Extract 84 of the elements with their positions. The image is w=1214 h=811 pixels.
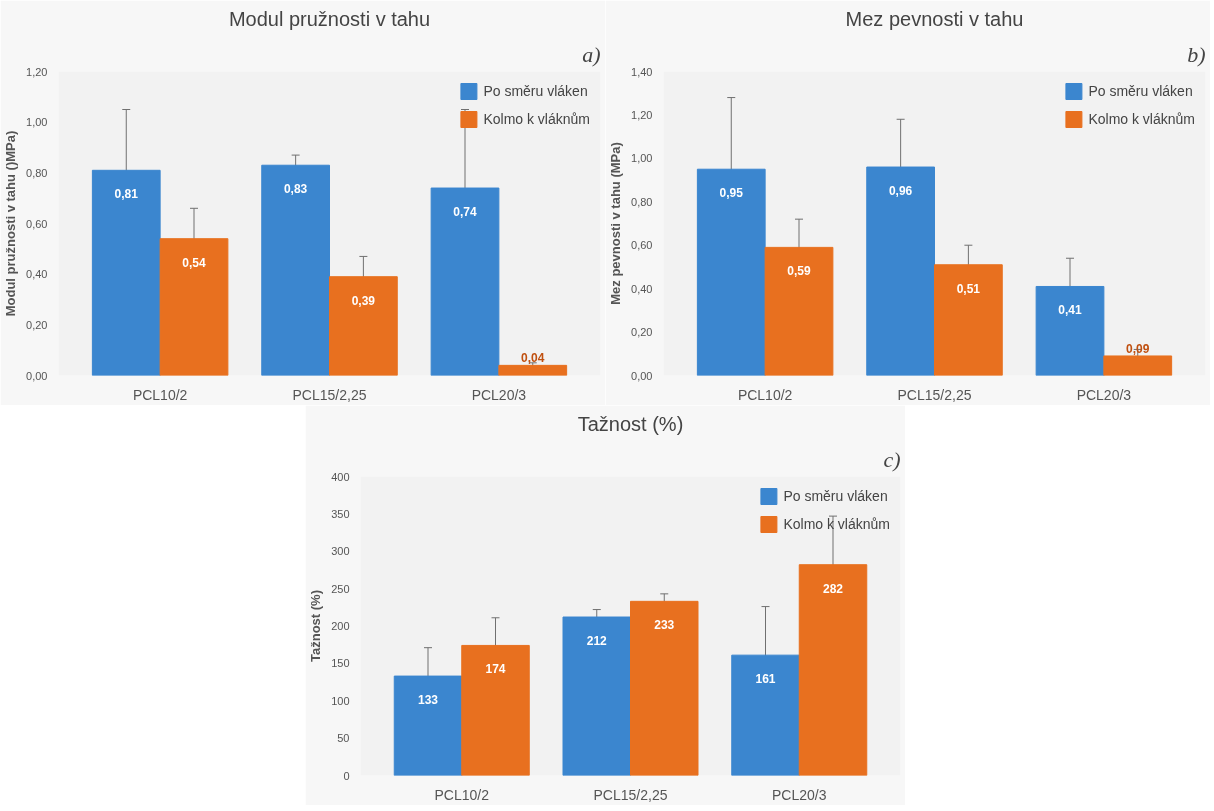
bar	[329, 276, 398, 376]
y-tick-label: 200	[331, 620, 350, 632]
bar	[731, 654, 800, 776]
y-tick-label: 250	[331, 582, 350, 595]
text: b)	[1187, 41, 1206, 67]
data-label: 282	[822, 581, 844, 596]
data-label: 0,59	[787, 264, 811, 279]
chart-title: Mez pevnosti v tahu	[845, 7, 1024, 30]
bar	[261, 164, 330, 376]
y-tick-label: 0,60	[631, 239, 653, 252]
data-label: 174	[485, 662, 506, 677]
bar	[430, 187, 500, 376]
bar	[1035, 285, 1105, 376]
bar	[866, 166, 935, 376]
y-tick-label: 0,40	[26, 268, 48, 281]
text: c)	[883, 446, 901, 472]
bar	[1103, 355, 1173, 376]
y-tick-label: 0,20	[26, 318, 48, 331]
y-axis-title: Tažnost (%)	[308, 590, 324, 662]
bar	[159, 238, 229, 376]
data-label: 212	[586, 634, 608, 649]
data-label: 0,51	[956, 281, 981, 296]
y-tick-label: 1,40	[631, 65, 653, 78]
y-tick-label: 0	[343, 769, 350, 782]
x-tick-label: PCL15/2,25	[292, 386, 367, 403]
legend-label: Po směru vláken	[483, 83, 588, 99]
x-tick-label: PCL15/2,25	[593, 786, 668, 803]
chart-title: Modul pružnosti v tahu	[228, 7, 431, 30]
legend-label: Kolmo k vláknům	[483, 111, 590, 127]
data-label: 133	[417, 693, 439, 708]
y-tick-label: 350	[331, 507, 350, 520]
data-label: 0,54	[182, 255, 206, 270]
x-tick-label: PCL20/3	[772, 786, 827, 803]
y-tick-label: 0,20	[631, 326, 653, 339]
data-label: 0,74	[453, 205, 477, 220]
x-tick-label: PCL20/3	[1076, 386, 1132, 403]
y-axis-title: Mez pevnosti v tahu (MPa)	[608, 142, 624, 305]
bar	[562, 616, 631, 776]
data-label: 0,09	[1126, 341, 1150, 356]
y-tick-label: 300	[331, 545, 350, 558]
y-tick-label: 0,00	[26, 369, 48, 382]
bar	[696, 168, 766, 376]
chart-title: Tažnost (%)	[577, 412, 684, 435]
data-label: 0,81	[114, 187, 139, 202]
data-label: 0,04	[521, 351, 545, 366]
x-tick-label: PCL10/2	[434, 786, 490, 803]
y-tick-label: 1,00	[631, 152, 653, 165]
x-tick-label: PCL10/2	[737, 386, 793, 403]
data-label: 0,96	[888, 184, 913, 199]
bar	[764, 246, 834, 376]
x-tick-label: PCL10/2	[132, 386, 188, 403]
data-label: 0,83	[283, 182, 308, 197]
y-tick-label: 1,20	[631, 108, 653, 121]
y-tick-label: 1,00	[26, 116, 48, 129]
data-label: 0,39	[351, 293, 376, 308]
y-tick-label: 400	[331, 470, 350, 483]
bar	[461, 644, 530, 776]
x-tick-label: PCL15/2,25	[897, 386, 972, 403]
bar	[630, 600, 699, 776]
y-tick-label: 0,80	[26, 166, 48, 179]
data-label: 0,41	[1058, 303, 1082, 318]
y-tick-label: 50	[337, 732, 350, 745]
y-tick-label: 150	[331, 657, 350, 670]
legend-label: Po směru vláken	[783, 488, 888, 504]
text: a)	[582, 41, 601, 67]
data-label: 0,95	[719, 186, 744, 201]
y-tick-label: 0,60	[26, 217, 48, 230]
bar	[498, 364, 568, 376]
data-label: 233	[654, 618, 675, 633]
y-tick-label: 0,40	[631, 282, 653, 295]
y-tick-label: 0,00	[631, 369, 653, 382]
y-tick-label: 1,20	[26, 65, 48, 78]
legend-label: Kolmo k vláknům	[783, 516, 890, 532]
y-axis-title: Modul pružnosti v tahu ()MPa)	[3, 130, 19, 317]
bar	[798, 564, 868, 776]
y-tick-label: 100	[331, 694, 350, 707]
bar	[91, 169, 161, 376]
x-tick-label: PCL20/3	[471, 386, 527, 403]
legend-label: Po směru vláken	[1088, 83, 1193, 99]
bar	[934, 264, 1003, 376]
legend-label: Kolmo k vláknům	[1088, 111, 1195, 127]
bar	[393, 675, 463, 776]
y-tick-label: 0,80	[631, 195, 653, 208]
data-label: 161	[755, 672, 776, 687]
